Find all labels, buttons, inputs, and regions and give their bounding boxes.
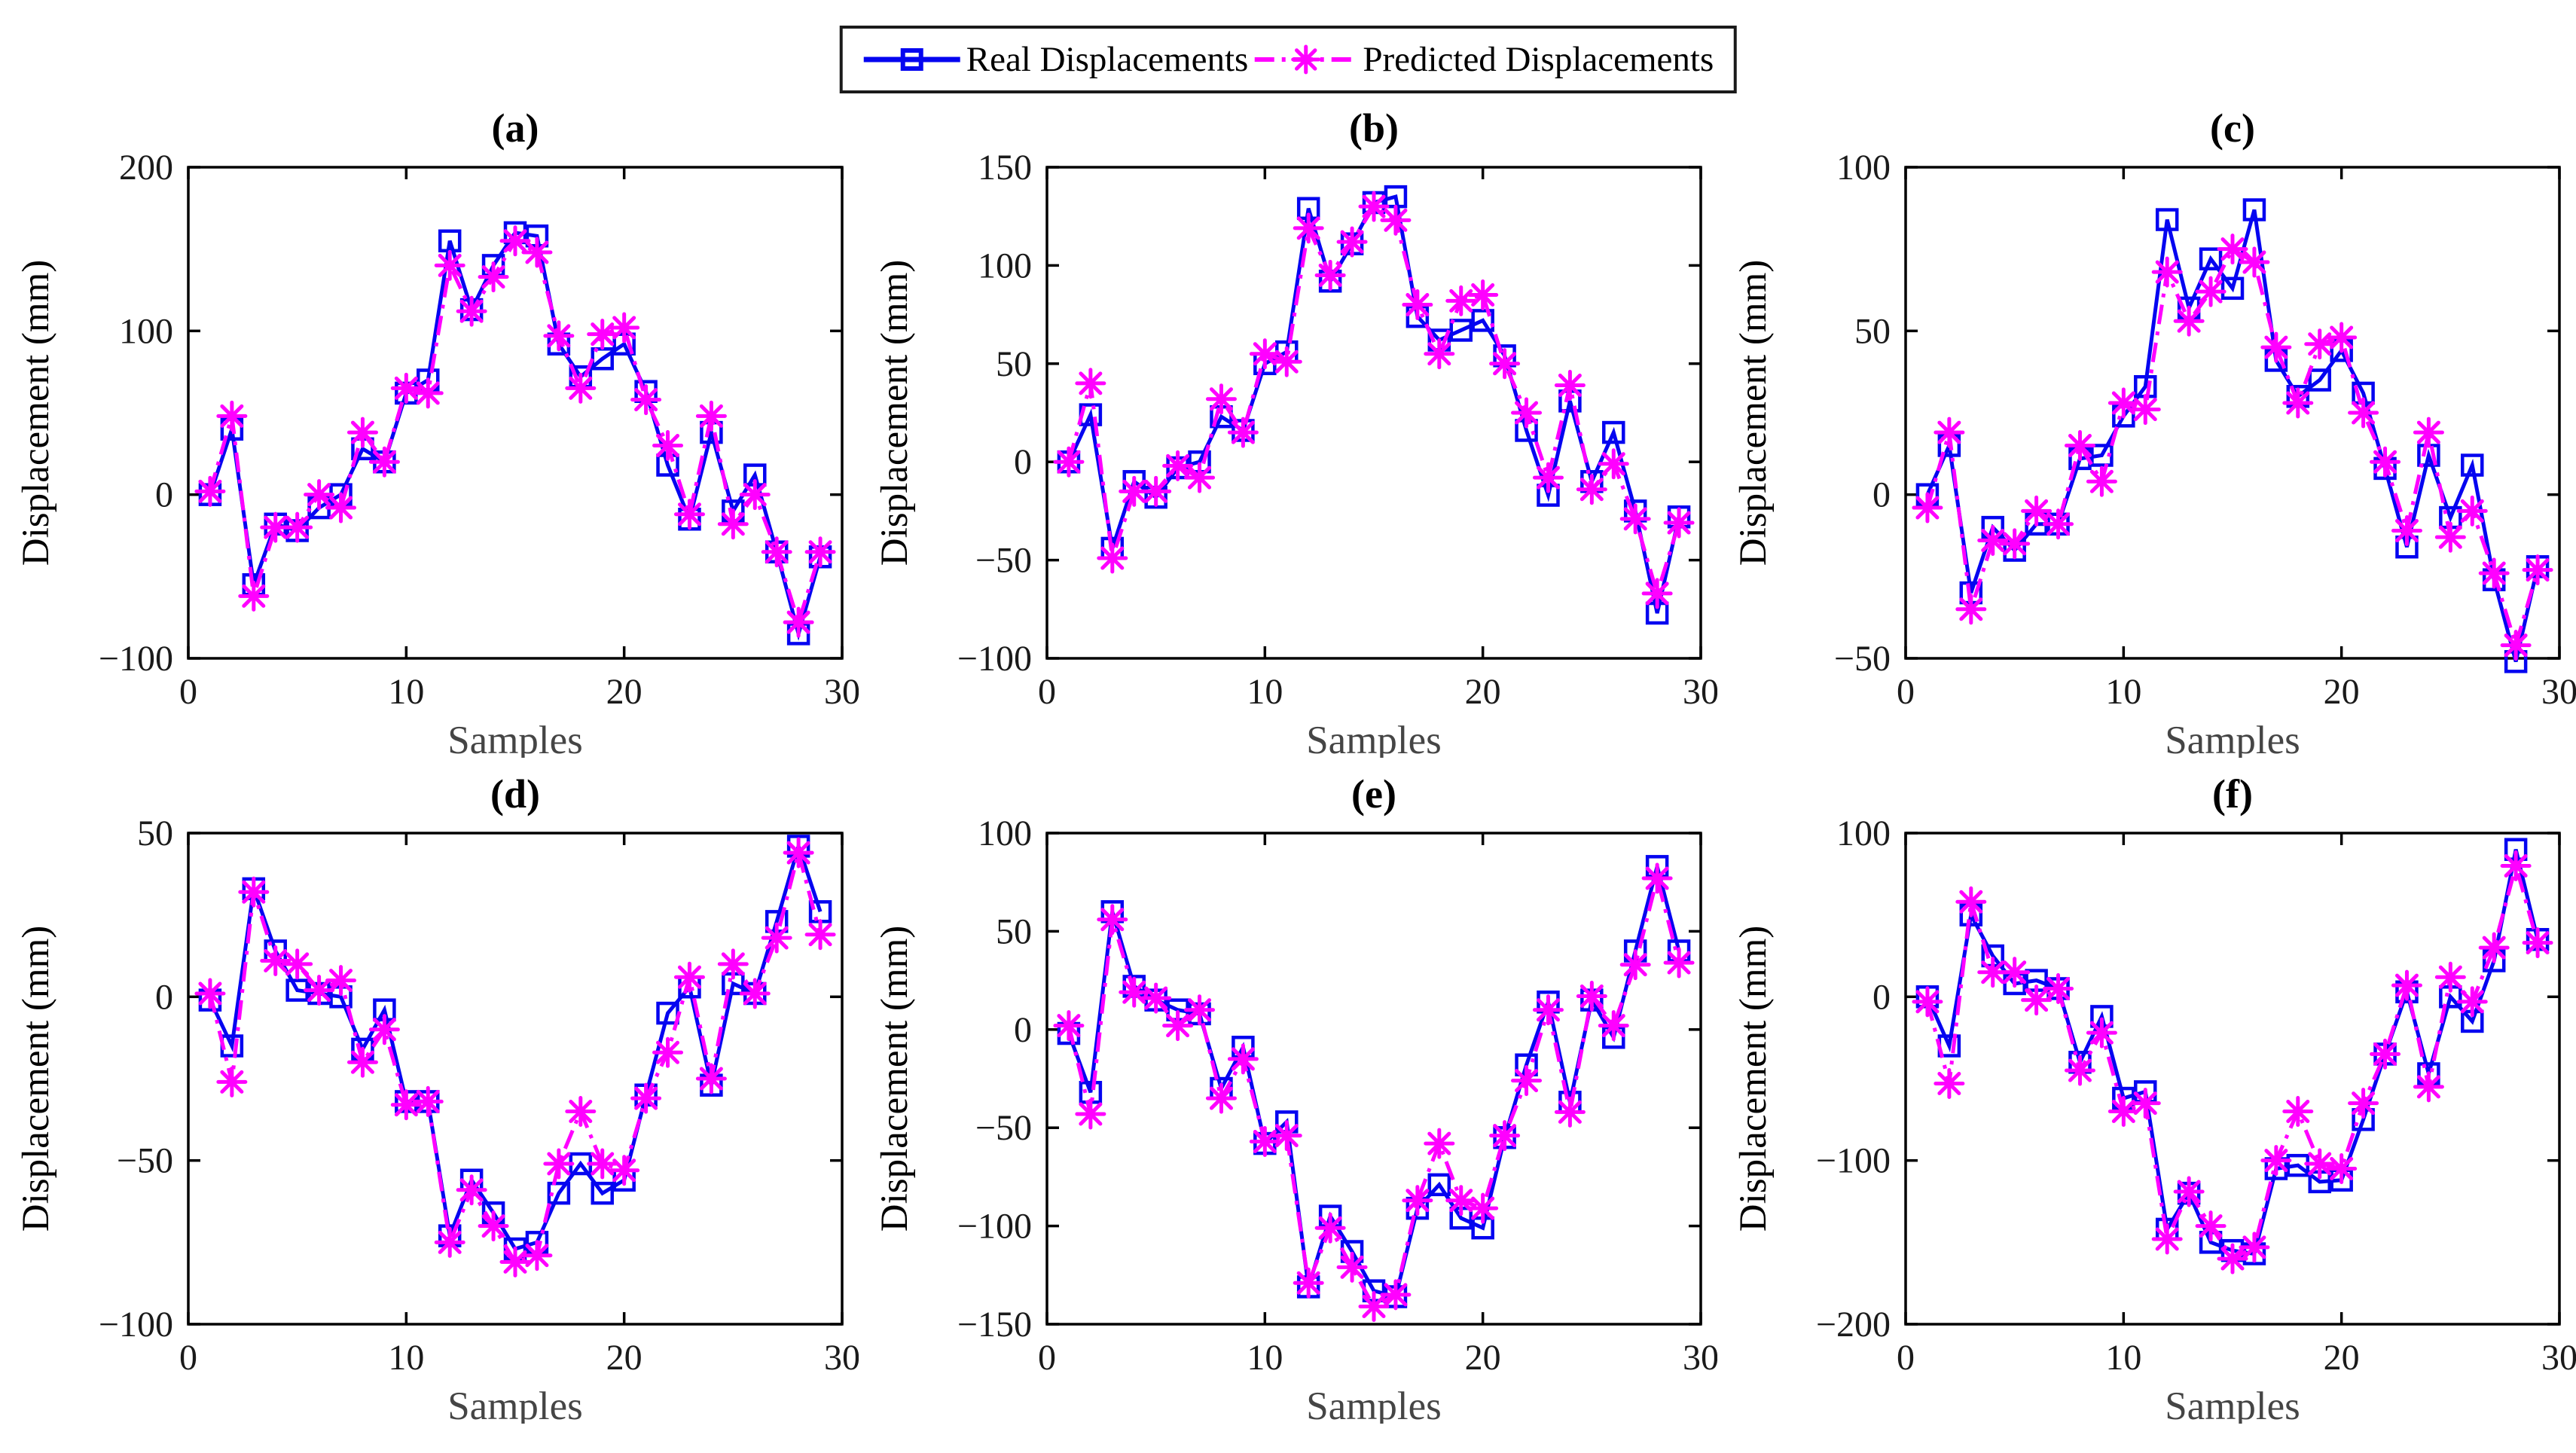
svg-text:−50: −50	[1834, 639, 1891, 679]
svg-text:0: 0	[1872, 977, 1891, 1017]
svg-text:20: 20	[2324, 1338, 2360, 1378]
svg-text:(d): (d)	[490, 771, 540, 817]
svg-text:−100: −100	[957, 1207, 1032, 1247]
svg-text:0: 0	[1038, 672, 1056, 712]
svg-text:30: 30	[2541, 1338, 2576, 1378]
svg-text:50: 50	[1854, 311, 1891, 351]
svg-text:10: 10	[1247, 1338, 1283, 1378]
chart-grid: 0 10 20 30 −100 0 100 200 (a) Samples Displacement…	[0, 95, 2576, 1439]
svg-text:10: 10	[1247, 672, 1283, 712]
svg-text:30: 30	[1683, 1338, 1717, 1378]
svg-text:50: 50	[996, 911, 1032, 951]
chart-b-canvas: 0 10 20 30 −100 −50 0 50 100 150 (b) Samples Displac…	[874, 105, 1719, 762]
svg-text:Displacement (mm): Displacement (mm)	[874, 926, 916, 1232]
chart-f-canvas: 0 10 20 30 −200 −100 0 100 (f) Samples Displacemen…	[1732, 771, 2576, 1428]
svg-text:0: 0	[1872, 475, 1891, 515]
chart-d-canvas: 0 10 20 30 −100 −50 0 50 (d) Samples Displacement …	[15, 771, 860, 1428]
svg-text:Samples: Samples	[2165, 1384, 2300, 1424]
svg-text:−200: −200	[1816, 1305, 1891, 1345]
svg-text:Samples: Samples	[447, 719, 583, 758]
svg-text:Samples: Samples	[447, 1384, 583, 1424]
svg-text:Samples: Samples	[1306, 1384, 1442, 1424]
svg-text:−100: −100	[99, 1305, 173, 1345]
svg-text:10: 10	[2105, 672, 2141, 712]
svg-text:10: 10	[388, 1338, 424, 1378]
chart-e-canvas: 0 10 20 30 −150 −100 −50 0 50 100 (e) Samples Displa…	[874, 771, 1719, 1428]
svg-text:150: 150	[978, 148, 1032, 188]
chart-c: 0 10 20 30 −50 0 50 100 (c) Samples Displacement (…	[1717, 95, 2576, 762]
real-line-swatch-icon	[863, 48, 960, 71]
chart-b: 0 10 20 30 −100 −50 0 50 100 150 (b) Samples Displac…	[859, 95, 1719, 762]
svg-text:(e): (e)	[1351, 771, 1396, 817]
svg-text:100: 100	[978, 813, 1032, 853]
svg-text:200: 200	[119, 148, 173, 188]
svg-text:Displacement (mm): Displacement (mm)	[1732, 260, 1775, 566]
svg-text:(b): (b)	[1349, 105, 1399, 151]
svg-text:−100: −100	[1816, 1141, 1891, 1181]
svg-text:10: 10	[2105, 1338, 2141, 1378]
svg-text:30: 30	[2541, 672, 2576, 712]
chart-d: 0 10 20 30 −100 −50 0 50 (d) Samples Displacement …	[0, 761, 860, 1439]
svg-text:30: 30	[824, 1338, 859, 1378]
legend-label-real: Real Displacements	[966, 39, 1249, 79]
svg-text:0: 0	[1897, 672, 1915, 712]
svg-text:Displacement (mm): Displacement (mm)	[874, 260, 916, 566]
svg-text:0: 0	[179, 1338, 197, 1378]
svg-text:0: 0	[155, 475, 173, 515]
svg-text:−50: −50	[975, 541, 1032, 581]
svg-text:20: 20	[606, 672, 642, 712]
svg-text:20: 20	[1465, 672, 1501, 712]
legend-label-predicted: Predicted Displacements	[1363, 39, 1714, 79]
svg-text:0: 0	[179, 672, 197, 712]
svg-text:20: 20	[606, 1338, 642, 1378]
svg-text:100: 100	[119, 311, 173, 351]
svg-text:100: 100	[978, 246, 1032, 285]
svg-text:Samples: Samples	[2165, 719, 2300, 758]
predicted-line-swatch-icon	[1254, 44, 1357, 75]
svg-text:−50: −50	[117, 1141, 173, 1181]
chart-e: 0 10 20 30 −150 −100 −50 0 50 100 (e) Samples Displa…	[859, 761, 1719, 1439]
svg-text:30: 30	[1683, 672, 1717, 712]
chart-a-canvas: 0 10 20 30−1000100200(a)SamplesDisplacement…	[15, 105, 860, 762]
legend-item-real: Real Displacements	[862, 38, 1249, 81]
svg-text:−150: −150	[957, 1305, 1032, 1345]
svg-text:0: 0	[1897, 1338, 1915, 1378]
svg-text:0: 0	[1014, 442, 1032, 482]
svg-text:20: 20	[2324, 672, 2360, 712]
svg-text:50: 50	[996, 344, 1032, 384]
svg-text:100: 100	[1836, 148, 1891, 188]
svg-text:20: 20	[1465, 1338, 1501, 1378]
svg-text:Samples: Samples	[1306, 719, 1442, 758]
svg-text:−100: −100	[957, 639, 1032, 679]
svg-text:30: 30	[824, 672, 859, 712]
svg-text:100: 100	[1836, 813, 1891, 853]
svg-text:(a): (a)	[492, 105, 539, 151]
svg-text:Displacement (mm): Displacement (mm)	[1732, 926, 1775, 1232]
legend: Real Displacements Predicted Displacemen…	[839, 26, 1737, 93]
legend-item-predicted: Predicted Displacements	[1253, 38, 1714, 81]
svg-text:Displacement (mm): Displacement (mm)	[15, 926, 57, 1232]
svg-text:50: 50	[137, 813, 173, 853]
svg-text:(c): (c)	[2210, 105, 2255, 151]
svg-text:Displacement (mm): Displacement (mm)	[15, 260, 57, 566]
svg-text:−100: −100	[99, 639, 173, 679]
chart-f: 0 10 20 30 −200 −100 0 100 (f) Samples Displacemen…	[1717, 761, 2576, 1439]
svg-text:10: 10	[388, 672, 424, 712]
chart-a: 0 10 20 30 −100 0 100 200 (a) Samples Displacement…	[0, 95, 860, 762]
svg-text:−50: −50	[975, 1108, 1032, 1148]
svg-text:0: 0	[1014, 1010, 1032, 1050]
svg-text:0: 0	[1038, 1338, 1056, 1378]
svg-text:(f): (f)	[2212, 771, 2253, 817]
svg-text:0: 0	[155, 977, 173, 1017]
